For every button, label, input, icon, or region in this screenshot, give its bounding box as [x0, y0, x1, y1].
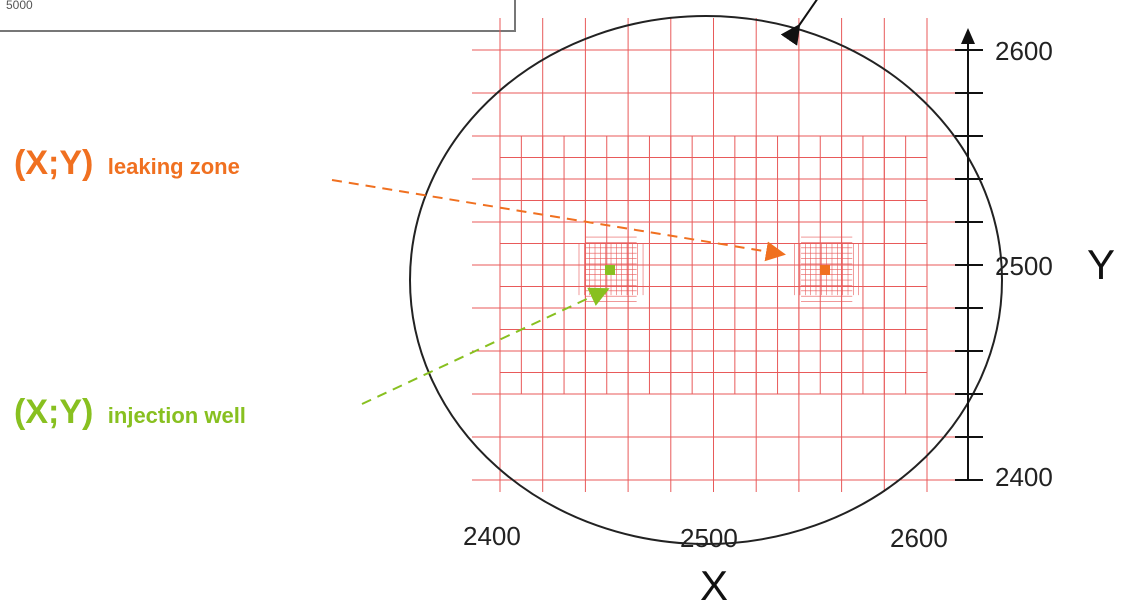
leaking-zone-arrow	[331, 179, 786, 262]
y-axis-arrowhead	[961, 28, 975, 44]
y-axis-title: Y	[1087, 241, 1115, 288]
y-tick-label-2500: 2500	[995, 251, 1053, 281]
y-tick-label-2600: 2600	[995, 36, 1053, 66]
refined-grid-layer	[578, 236, 859, 302]
injection-well-arrow	[361, 287, 610, 405]
injection-well-label-sub: injection well	[108, 403, 246, 428]
leaking-zone-label: (X;Y) leaking zone	[14, 144, 240, 182]
x-axis-title: X	[700, 562, 728, 605]
domain-circle	[409, 15, 1003, 545]
grid-layer	[472, 18, 955, 492]
injection-well-marker	[605, 265, 615, 275]
circle-pointer-arrow	[780, 0, 818, 46]
injection-well-label: (X;Y) injection well	[14, 393, 246, 431]
leaking-zone-label-sub: leaking zone	[108, 154, 240, 179]
inset-label: 5000	[6, 0, 33, 12]
inset-box: 5000	[0, 0, 516, 32]
y-tick-label-2400: 2400	[995, 462, 1053, 492]
x-tick-label-2500: 2500	[680, 523, 738, 553]
x-tick-label-2400: 2400	[463, 521, 521, 551]
x-tick-label-2600: 2600	[890, 523, 948, 553]
injection-well-label-main: (X;Y)	[14, 393, 93, 431]
leaking-zone-label-main: (X;Y)	[14, 144, 93, 182]
y-axis	[955, 28, 983, 481]
leaking-zone-marker	[820, 265, 830, 275]
